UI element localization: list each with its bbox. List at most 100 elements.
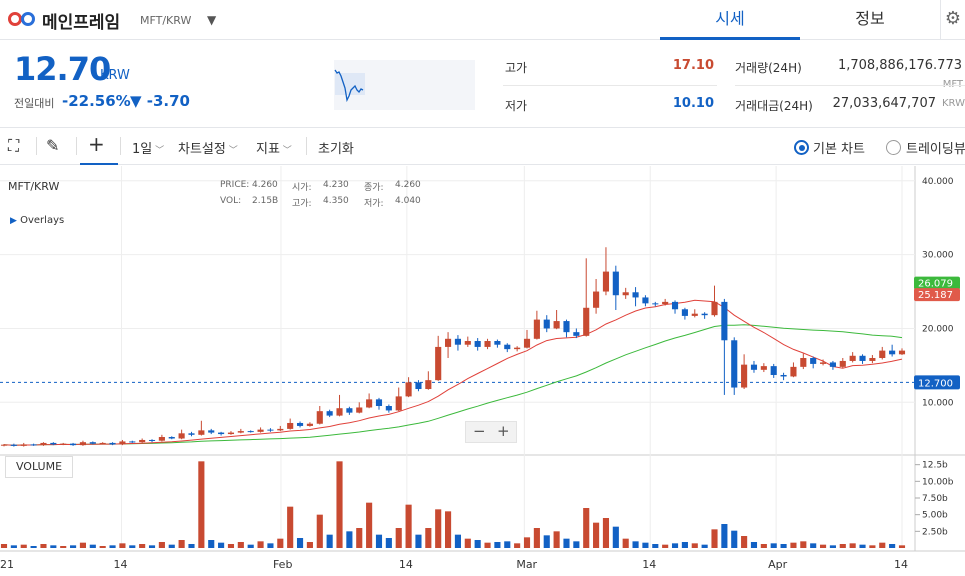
- volume-bar: [474, 540, 481, 548]
- volume-bar: [375, 534, 383, 548]
- volume-bar: [178, 540, 185, 548]
- candle-body: [395, 396, 402, 411]
- candle-body: [494, 341, 501, 345]
- volume-bar: [790, 542, 797, 548]
- fullscreen-icon[interactable]: ⛶: [8, 136, 20, 155]
- zoom-out-button[interactable]: −: [473, 422, 486, 440]
- candle-body: [296, 422, 304, 426]
- crosshair-icon[interactable]: +: [88, 132, 105, 156]
- candle-body: [523, 338, 531, 348]
- volume-bar: [484, 542, 491, 548]
- volume-bar: [504, 541, 511, 548]
- divider: [503, 85, 717, 86]
- volume-bar: [168, 544, 175, 548]
- chart-grid: [0, 166, 965, 552]
- high-label: 고가: [505, 61, 528, 75]
- candle-body: [869, 358, 876, 361]
- volume-tick-label: 10.00b: [922, 477, 954, 487]
- candlestick-chart-svg[interactable]: 40.000 30.000 20.000 10.000 12.5b 10.00b 7.50b…: [0, 166, 965, 576]
- candle-body: [819, 362, 827, 364]
- chart-settings-dropdown[interactable]: 차트설정 ﹀: [178, 142, 238, 157]
- volume-bar: [879, 542, 886, 548]
- candle-body: [257, 429, 264, 432]
- candle-body: [435, 346, 442, 381]
- tradingview-label[interactable]: 트레이딩뷰: [906, 142, 965, 157]
- volume-bar: [701, 544, 708, 548]
- basic-chart-label[interactable]: 기본 차트: [813, 142, 865, 157]
- ma-long-line: [3, 324, 903, 446]
- volume-bar: [829, 545, 836, 548]
- volume-bar: [405, 504, 412, 548]
- candle-body: [79, 442, 87, 446]
- ohlc-open-value: 4.230: [323, 180, 349, 190]
- pencil-icon[interactable]: ✎: [46, 136, 60, 155]
- candle-body: [652, 303, 659, 305]
- overlays-label: Overlays: [20, 215, 65, 226]
- volume-bar: [50, 545, 57, 548]
- volume-bar: [385, 538, 392, 548]
- indicators-label: 지표: [256, 142, 280, 157]
- ohlc-vol-value: 2.15B: [252, 196, 279, 206]
- change-percent: -22.56%: [62, 92, 131, 110]
- candle-body: [810, 358, 817, 364]
- candle-body: [89, 442, 96, 444]
- ohlc-low-label: 저가:: [364, 199, 384, 209]
- volume-bar: [70, 545, 77, 548]
- volume-bar: [563, 538, 570, 548]
- mini-price-chart: [334, 60, 475, 110]
- y-tick-label: 40.000: [922, 177, 954, 187]
- volume-bar: [415, 534, 422, 548]
- interval-dropdown[interactable]: 1일 ﹀: [132, 142, 165, 157]
- volume-bar: [40, 544, 47, 548]
- ma-short-line: [3, 299, 903, 446]
- candle-body: [474, 341, 481, 347]
- reset-button[interactable]: 초기화: [318, 142, 354, 157]
- low-label: 저가: [505, 99, 528, 113]
- gear-icon[interactable]: ⚙: [940, 0, 965, 40]
- volume-bar: [267, 543, 274, 548]
- candle-body: [50, 442, 57, 445]
- volume-bar: [306, 542, 313, 548]
- overlays-toggle[interactable]: ▶ Overlays: [10, 215, 64, 226]
- volume-bar: [741, 536, 748, 548]
- zoom-in-button[interactable]: +: [497, 422, 510, 440]
- candle-body: [800, 358, 807, 367]
- change-amount: ▼ -3.70: [130, 92, 190, 110]
- volume-bar: [445, 511, 452, 548]
- volume-bar: [326, 534, 333, 548]
- candle-body: [533, 319, 540, 339]
- volume-bar: [30, 546, 37, 548]
- coin-selector-dropdown[interactable]: ▼: [207, 13, 217, 27]
- coin-pair: MFT/KRW: [140, 14, 192, 27]
- crosshair-active-indicator: [80, 163, 118, 165]
- price-chart[interactable]: 40.000 30.000 20.000 10.000 12.5b 10.00b 7.50b…: [0, 166, 965, 576]
- volume-bar: [119, 543, 126, 548]
- volume-bar: [208, 540, 215, 548]
- basic-chart-radio[interactable]: [794, 140, 809, 155]
- candle-body: [780, 374, 787, 377]
- y-tick-label: 10.000: [922, 398, 954, 408]
- volume-tick-label: 5.00b: [922, 511, 948, 521]
- volume-bars: [0, 461, 906, 548]
- tab-info[interactable]: 정보: [855, 9, 885, 28]
- volume-bar: [237, 542, 244, 548]
- amount-24h-value: 27,033,647,707: [832, 96, 936, 111]
- volume-bar: [257, 541, 264, 548]
- volume-bar: [889, 544, 896, 548]
- volume-bar: [148, 545, 156, 548]
- candle-body: [790, 366, 797, 377]
- candle-body: [632, 292, 639, 298]
- candle-body: [514, 347, 521, 350]
- candle-body: [879, 350, 886, 358]
- candle-body: [10, 444, 17, 446]
- candle-body: [139, 439, 146, 443]
- candle-body: [691, 313, 698, 316]
- candle-body: [208, 430, 215, 433]
- tab-market[interactable]: 시세: [660, 0, 800, 40]
- candle-body: [20, 444, 27, 446]
- volume-bar: [770, 543, 777, 548]
- volume-bar: [632, 541, 639, 548]
- toolbar-separator: [36, 137, 37, 155]
- tradingview-radio[interactable]: [886, 140, 901, 155]
- indicators-dropdown[interactable]: 지표 ﹀: [256, 142, 292, 157]
